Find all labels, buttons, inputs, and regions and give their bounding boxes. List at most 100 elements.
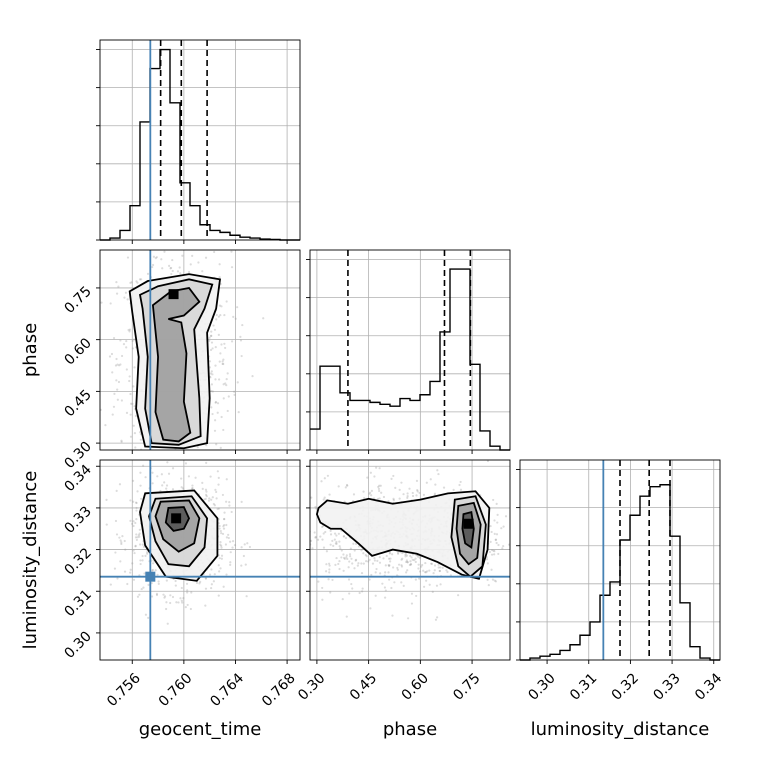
sample-point — [490, 530, 493, 534]
sample-point — [490, 548, 494, 552]
sample-point — [131, 347, 134, 350]
sample-point — [110, 497, 112, 499]
sample-point — [432, 572, 435, 575]
sample-point — [363, 496, 366, 500]
sample-point — [155, 592, 159, 595]
sample-point — [222, 383, 225, 386]
sample-point — [379, 572, 382, 575]
sample-point — [117, 285, 120, 288]
sample-point — [324, 530, 327, 534]
sample-point — [146, 272, 150, 275]
sample-point — [207, 499, 211, 502]
sample-point — [136, 595, 140, 598]
sample-point — [217, 315, 220, 318]
contour-line-3 — [139, 489, 219, 582]
sample-point — [138, 431, 142, 434]
sample-point — [225, 573, 228, 576]
sample-point — [530, 580, 532, 582]
sample-point — [327, 578, 330, 581]
sample-point — [180, 599, 183, 602]
sample-point — [115, 533, 119, 536]
sample-point — [391, 553, 394, 556]
sample-point — [301, 563, 303, 565]
sample-point — [225, 536, 229, 539]
sample-point — [140, 497, 143, 500]
sample-point — [141, 559, 144, 562]
sample-point — [150, 595, 154, 598]
sample-point — [109, 583, 112, 586]
sample-point — [218, 570, 221, 573]
sample-point — [205, 461, 208, 464]
sample-point — [210, 370, 213, 373]
sample-point — [391, 614, 394, 617]
sample-point — [151, 471, 154, 474]
sample-point — [417, 555, 420, 558]
sample-point — [424, 561, 427, 565]
sample-point — [243, 543, 246, 546]
sample-point — [353, 567, 356, 570]
sample-point — [136, 536, 139, 539]
sample-point — [191, 254, 194, 258]
sample-point — [369, 607, 372, 610]
sample-point — [130, 281, 133, 284]
sample-point — [180, 486, 183, 489]
sample-point — [229, 561, 232, 564]
sample-point — [414, 557, 417, 560]
sample-point — [225, 478, 228, 481]
sample-point — [362, 552, 365, 555]
sample-point — [145, 474, 147, 476]
sample-point — [489, 540, 492, 543]
sample-point — [220, 557, 223, 560]
sample-point — [431, 590, 434, 594]
sample-point — [361, 587, 364, 590]
sample-point — [436, 469, 439, 472]
sample-point — [214, 346, 217, 349]
sample-point — [138, 593, 141, 596]
sample-point — [348, 560, 351, 563]
sample-point — [335, 534, 338, 537]
sample-point — [388, 564, 391, 567]
sample-point — [389, 560, 392, 563]
sample-point — [331, 578, 334, 582]
sample-point — [329, 591, 332, 594]
sample-point — [459, 480, 462, 484]
sample-point — [105, 523, 108, 526]
diag-panel-phase — [306, 249, 511, 454]
sample-point — [176, 270, 180, 273]
sample-point — [129, 413, 132, 416]
sample-point — [384, 564, 387, 567]
sample-point — [225, 523, 228, 527]
sample-point — [387, 571, 390, 574]
sample-point — [212, 580, 215, 583]
sample-point — [494, 538, 497, 542]
sample-point — [236, 381, 239, 384]
sample-point — [220, 415, 223, 419]
sample-point — [321, 586, 324, 590]
sample-point — [204, 577, 208, 580]
x-tick-label: 0.31 — [567, 670, 600, 703]
sample-point — [147, 474, 149, 476]
sample-point — [341, 598, 344, 601]
sample-point — [215, 443, 218, 446]
contour-fill-0 — [152, 287, 200, 442]
sample-point — [367, 560, 370, 563]
sample-point — [213, 573, 216, 576]
sample-point — [144, 476, 147, 479]
sample-point — [495, 541, 498, 545]
sample-point — [410, 556, 413, 559]
sample-point — [133, 405, 136, 408]
sample-point — [151, 265, 154, 269]
sample-point — [115, 489, 118, 492]
sample-point — [163, 596, 166, 599]
sample-point — [162, 593, 165, 596]
sample-point — [161, 484, 164, 487]
diag-panel-geocent_time — [96, 39, 301, 244]
sample-point — [109, 302, 112, 305]
sample-point — [326, 474, 330, 477]
sample-point — [487, 583, 490, 587]
sample-point — [301, 559, 303, 561]
sample-point — [128, 328, 132, 331]
sample-point — [223, 342, 226, 345]
sample-point — [492, 549, 495, 552]
